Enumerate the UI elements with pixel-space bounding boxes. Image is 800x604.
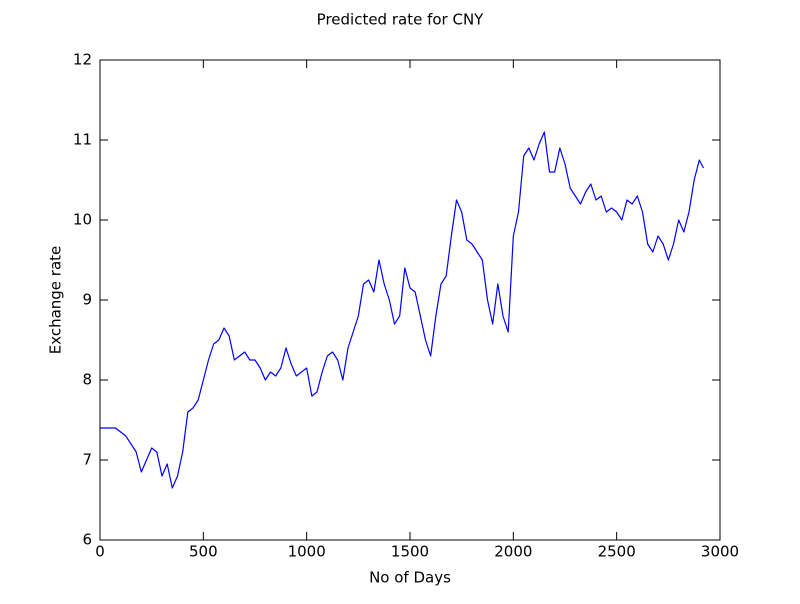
y-axis-label: Exchange rate xyxy=(47,246,65,355)
y-tick-label: 6 xyxy=(82,531,92,549)
x-tick-label: 3000 xyxy=(701,543,739,561)
y-tick-label: 8 xyxy=(82,371,92,389)
x-tick-label: 2000 xyxy=(494,543,532,561)
x-tick-label: 0 xyxy=(95,543,105,561)
x-tick-label: 500 xyxy=(189,543,218,561)
x-axis-label: No of Days xyxy=(369,569,451,587)
y-tick-label: 12 xyxy=(73,51,92,69)
y-tick-label: 7 xyxy=(82,451,92,469)
x-tick-label: 1500 xyxy=(391,543,429,561)
y-tick-label: 10 xyxy=(73,211,92,229)
line-series xyxy=(100,131,705,489)
x-tick-label: 1000 xyxy=(288,543,326,561)
y-tick-label: 9 xyxy=(82,291,92,309)
chart-title: Predicted rate for CNY xyxy=(317,11,485,29)
y-tick-label: 11 xyxy=(73,131,92,149)
plot-frame xyxy=(99,59,721,541)
x-tick-label: 2500 xyxy=(598,543,636,561)
